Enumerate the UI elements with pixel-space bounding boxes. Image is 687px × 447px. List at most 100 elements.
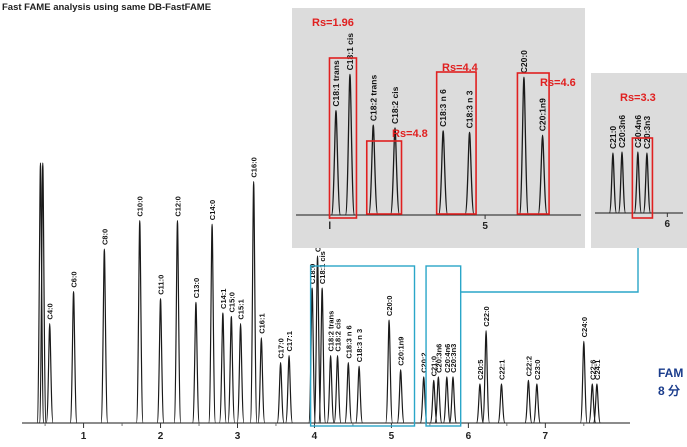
inset-tick-label: 5 (482, 221, 488, 232)
peak-label-c14-1: C14:1 (219, 289, 228, 309)
peak-c20-3n6 (434, 376, 443, 424)
inset-peak-label-c18-2-cis: C18:2 cis (390, 86, 400, 124)
peak-c20-0 (385, 319, 394, 424)
inset-peak-c20-1n9 (537, 134, 548, 216)
peak-label-c16-1: C16:1 (257, 313, 266, 333)
zoom-box-1 (309, 265, 416, 427)
peak-c18-2-cis (333, 354, 342, 424)
x-tick-label-3: 3 (235, 431, 241, 442)
x-axis: 1 2 3 4 5 6 7 (22, 422, 630, 442)
peak-c4-0 (45, 322, 54, 424)
inset-peak-label-c18-3-n-6: C18:3 n 6 (438, 89, 448, 127)
inset-peak-c18-1-cis (344, 73, 356, 216)
peak-c22-0 (482, 330, 491, 424)
peak-c20-4n6 (442, 376, 451, 424)
peak-label-c17-0: C17:0 (277, 338, 286, 358)
peak-label-c15-0: C15:0 (227, 292, 236, 312)
peak-label-c13-0: C13:0 (192, 278, 201, 298)
peak-c11-0 (156, 298, 165, 424)
inset-peak-c20-0 (518, 76, 530, 216)
peak-c12-0 (173, 220, 182, 424)
peak-c13-0 (191, 301, 200, 424)
inset-c20-c21: 6 C21:0 C20:3n6 C20:4n6 C20:3n3 Rs=3.3 (591, 73, 687, 248)
inset-peak-c21-0 (608, 152, 618, 214)
peak-c18-3-n-3 (355, 365, 364, 424)
peak-c20-5 (475, 383, 484, 424)
peak-c16-0 (249, 180, 258, 424)
peak-c14-0 (208, 223, 217, 424)
peak-label-c20-3n6: C20:3n6 (434, 344, 443, 373)
inset-background (292, 8, 585, 248)
peak-label-c15-1: C15:1 (237, 299, 246, 319)
peak-c24-1 (592, 383, 601, 424)
inset-peak-label-c18-3-n-3: C18:3 n 3 (465, 90, 475, 128)
resolution-label-rs-4-8: Rs=4.8 (392, 128, 428, 140)
inset-peak-c18-2-trans (368, 124, 379, 216)
peak-c20-1n9 (396, 369, 405, 424)
zoom-box-2 (425, 265, 462, 427)
peak-label-c8-0: C8:0 (100, 229, 109, 245)
peak-c17-0 (276, 362, 285, 424)
peak-label-c18-3-n-3: C18:3 n 3 (355, 329, 364, 362)
x-tick-label-1: 1 (81, 431, 87, 442)
peak-label-c22-1: C22:1 (497, 360, 506, 380)
peak-label-c18-1-cis: C18:1 cis (318, 251, 327, 284)
peak-c17-1 (285, 354, 294, 424)
main-trace-group (36, 162, 601, 424)
side-text-line: FAM (658, 366, 683, 380)
peak-label-c20-2: C20:2 (420, 352, 429, 372)
peak-label-c24-1: C24:1 (593, 360, 602, 380)
peak-c23-0 (532, 383, 541, 424)
chart-title: Fast FAME analysis using same DB-FastFAM… (2, 2, 211, 13)
resolution-label-rs-4-4: Rs=4.4 (442, 62, 479, 74)
inset-peak-label-c20-4n6: C20:4n6 (633, 115, 643, 148)
peak-c18-2-trans (326, 354, 335, 424)
peak-label-c22-2: C22:2 (524, 356, 533, 376)
x-tick-label-2: 2 (158, 431, 164, 442)
inset-peak-label-c20-3n3: C20:3n3 (642, 116, 652, 149)
inset-peak-label-c18-1-trans: C18:1 trans (331, 60, 341, 107)
peak-label-c18-2-trans: C18:2 trans (327, 311, 336, 352)
x-tick-label-7: 7 (543, 431, 549, 442)
inset-peak-label-c20-1n9: C20:1n9 (538, 98, 548, 131)
x-tick-label-4: 4 (312, 431, 318, 442)
resolution-label-rs-1-96: Rs=1.96 (312, 17, 354, 29)
peak-label-c17-1: C17:1 (285, 331, 294, 351)
zoom-connector-group (309, 248, 639, 427)
inset-peak-label-c21-0: C21:0 (608, 126, 618, 149)
peak-c18-3-n-6 (344, 362, 353, 424)
x-tick-label-5: 5 (389, 431, 395, 442)
peak-label-c20-1n9: C20:1n9 (397, 337, 406, 366)
peak-label-c16-0: C16:0 (250, 157, 259, 177)
peak-c15-1 (236, 322, 245, 424)
resolution-box-rs-3-3 (631, 137, 654, 219)
inset-peak-c18-2-cis (389, 127, 401, 216)
peak-solvent-0 (36, 162, 45, 424)
peak-c18-1-cis (318, 287, 327, 424)
inset-tick-label: l (328, 221, 331, 232)
peak-label-c10-0: C10:0 (136, 196, 145, 216)
inset-peak-c20-3n3 (642, 152, 652, 214)
peak-label-c18-2-cis: C18:2 cis (334, 319, 343, 352)
resolution-box-rs-4-4 (435, 71, 477, 215)
inset-peak-c18-3-n-3 (464, 131, 475, 216)
peak-solvent-1 (38, 162, 47, 424)
peak-label-c20-4n6: C20:4n6 (443, 344, 452, 373)
x-tick-label-6: 6 (466, 431, 472, 442)
resolution-box-rs-4-6 (516, 72, 550, 215)
peak-c18-1-trans (313, 255, 322, 424)
peak-label-c11-0: C11:0 (157, 275, 166, 295)
peak-label-c14-0: C14:0 (208, 200, 217, 220)
inset-peak-label-c20-0: C20:0 (519, 50, 529, 73)
peak-label-c6-0: C6:0 (70, 271, 79, 287)
peak-label-c21-0: C21:0 (430, 356, 439, 376)
inset-background (591, 73, 687, 248)
peak-label-c4-0: C4:0 (46, 303, 55, 319)
peak-c15-0 (227, 315, 236, 424)
zoom-link-connector (460, 248, 639, 293)
peak-label-c12-0: C12:0 (173, 196, 182, 216)
peak-label-c24-0: C24:0 (580, 317, 589, 337)
inset-tick-label: 6 (665, 219, 671, 230)
peak-label-c18-0: C18:0 (308, 264, 317, 284)
